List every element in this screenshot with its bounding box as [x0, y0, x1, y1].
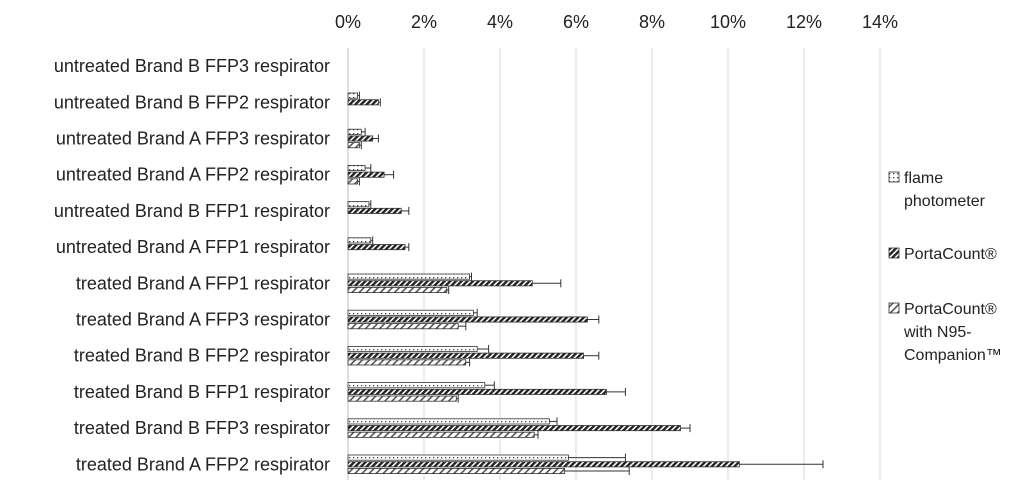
legend-label: PortaCount®	[904, 301, 997, 318]
category-label: treated Brand A FFP1 respirator	[76, 273, 330, 293]
legend-label: photometer	[904, 193, 986, 210]
category-label: treated Brand B FFP3 respirator	[74, 418, 330, 438]
bar	[347, 425, 681, 432]
bar	[347, 395, 457, 402]
x-tick-label: 2%	[411, 12, 437, 32]
bar	[347, 345, 478, 352]
bar	[347, 171, 385, 178]
x-tick-label: 14%	[862, 12, 898, 32]
category-label: untreated Brand A FFP1 respirator	[56, 237, 330, 257]
category-labels: untreated Brand B FFP3 respirator untreat…	[54, 56, 330, 474]
x-tick-label: 10%	[710, 12, 746, 32]
bar	[347, 431, 535, 438]
x-tick-label: 8%	[639, 12, 665, 32]
category-label: treated Brand A FFP2 respirator	[76, 454, 330, 474]
bars	[347, 91, 824, 475]
bar	[347, 135, 374, 142]
x-tick-label: 12%	[786, 12, 822, 32]
bar	[347, 99, 379, 106]
grid	[347, 48, 881, 480]
bar	[347, 237, 372, 244]
bar	[347, 359, 467, 366]
bar	[347, 273, 470, 280]
legend-swatch	[888, 171, 900, 183]
bar	[347, 201, 370, 208]
bar	[347, 178, 358, 185]
category-label: untreated Brand B FFP1 respirator	[54, 201, 330, 221]
x-axis-ticks: 0% 2% 4% 6% 8% 10% 12% 14%	[335, 12, 898, 32]
legend-label: Companion™	[904, 347, 1002, 364]
bar	[347, 280, 533, 287]
category-label: treated Brand B FFP2 respirator	[74, 346, 330, 366]
bar	[347, 142, 360, 149]
x-tick-label: 4%	[487, 12, 513, 32]
bar	[347, 352, 585, 359]
bar	[347, 323, 459, 330]
category-label: untreated Brand B FFP2 respirator	[54, 92, 330, 112]
bar	[347, 207, 402, 214]
legend-label: flame	[904, 170, 943, 187]
x-tick-label: 0%	[335, 12, 361, 32]
legend-label: with N95-	[903, 324, 972, 341]
bar	[347, 467, 566, 474]
bar	[347, 418, 550, 425]
category-label: untreated Brand B FFP3 respirator	[54, 56, 330, 76]
category-label: treated Brand B FFP1 respirator	[74, 382, 330, 402]
bar	[347, 92, 358, 99]
legend: flame photometer PortaCount® PortaCount® wit…	[888, 170, 1002, 364]
legend-label: PortaCount®	[904, 246, 997, 263]
bar	[347, 382, 486, 389]
bar	[347, 128, 362, 135]
category-label: untreated Brand A FFP2 respirator	[56, 165, 330, 185]
category-label: untreated Brand A FFP3 respirator	[56, 129, 330, 149]
bar	[347, 454, 569, 461]
category-label: treated Brand A FFP3 respirator	[76, 310, 330, 330]
bar	[347, 244, 406, 251]
bar	[347, 461, 740, 468]
legend-swatch	[888, 302, 900, 314]
bar	[347, 286, 448, 293]
bar	[347, 164, 366, 171]
bar	[347, 316, 588, 323]
bar	[347, 309, 474, 316]
legend-swatch	[888, 247, 900, 259]
bar	[347, 388, 607, 395]
x-tick-label: 6%	[563, 12, 589, 32]
